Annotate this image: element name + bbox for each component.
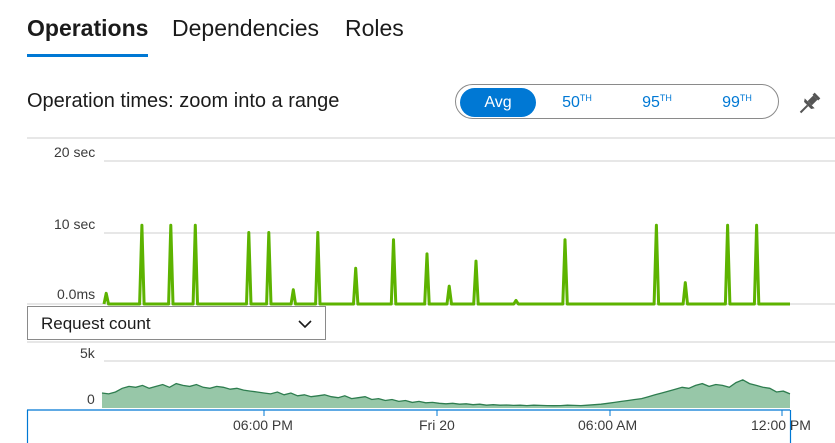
x-label-1200pm: 12:00 PM [751, 417, 811, 433]
chevron-down-icon [298, 320, 312, 329]
active-tab-indicator [27, 54, 148, 57]
metric-dropdown[interactable]: Request count [27, 306, 326, 340]
y-label-0ms: 0.0ms [57, 286, 96, 302]
pin-icon[interactable] [793, 88, 825, 120]
y-label-10sec: 10 sec [54, 216, 96, 232]
x-label-0600pm: 06:00 PM [233, 417, 293, 433]
tab-operations[interactable]: Operations [27, 15, 149, 41]
metric-dropdown-value: Request count [41, 314, 151, 333]
request-count-line [101, 379, 791, 407]
y-label-20sec: 20 sec [54, 144, 96, 160]
tab-roles[interactable]: Roles [345, 15, 404, 41]
percentile-50-suffix: TH [579, 93, 592, 103]
percentile-99-label: 99 [722, 94, 740, 111]
x-label-fri20: Fri 20 [419, 417, 455, 433]
request-count-area [102, 379, 790, 408]
percentile-95-button[interactable]: 95TH [622, 88, 692, 117]
percentile-95-suffix: TH [659, 93, 672, 103]
percentile-avg-button[interactable]: Avg [460, 88, 536, 117]
percentile-99-suffix: TH [739, 93, 752, 103]
percentile-avg-label: Avg [484, 94, 512, 111]
percentile-50-label: 50 [562, 94, 580, 111]
y-label-5k: 5k [80, 345, 95, 361]
y-label-0: 0 [87, 391, 95, 407]
operation-duration-line [102, 223, 790, 306]
percentile-95-label: 95 [642, 94, 660, 111]
tab-dependencies[interactable]: Dependencies [172, 15, 320, 41]
percentile-50-button[interactable]: 50TH [542, 88, 612, 117]
percentile-99-button[interactable]: 99TH [702, 88, 772, 117]
x-label-0600am: 06:00 AM [578, 417, 638, 433]
percentile-selector: Avg 50TH 95TH 99TH [455, 84, 779, 119]
tab-bar: Operations Dependencies Roles [0, 0, 835, 60]
operation-times-title: Operation times: zoom into a range [27, 90, 340, 112]
